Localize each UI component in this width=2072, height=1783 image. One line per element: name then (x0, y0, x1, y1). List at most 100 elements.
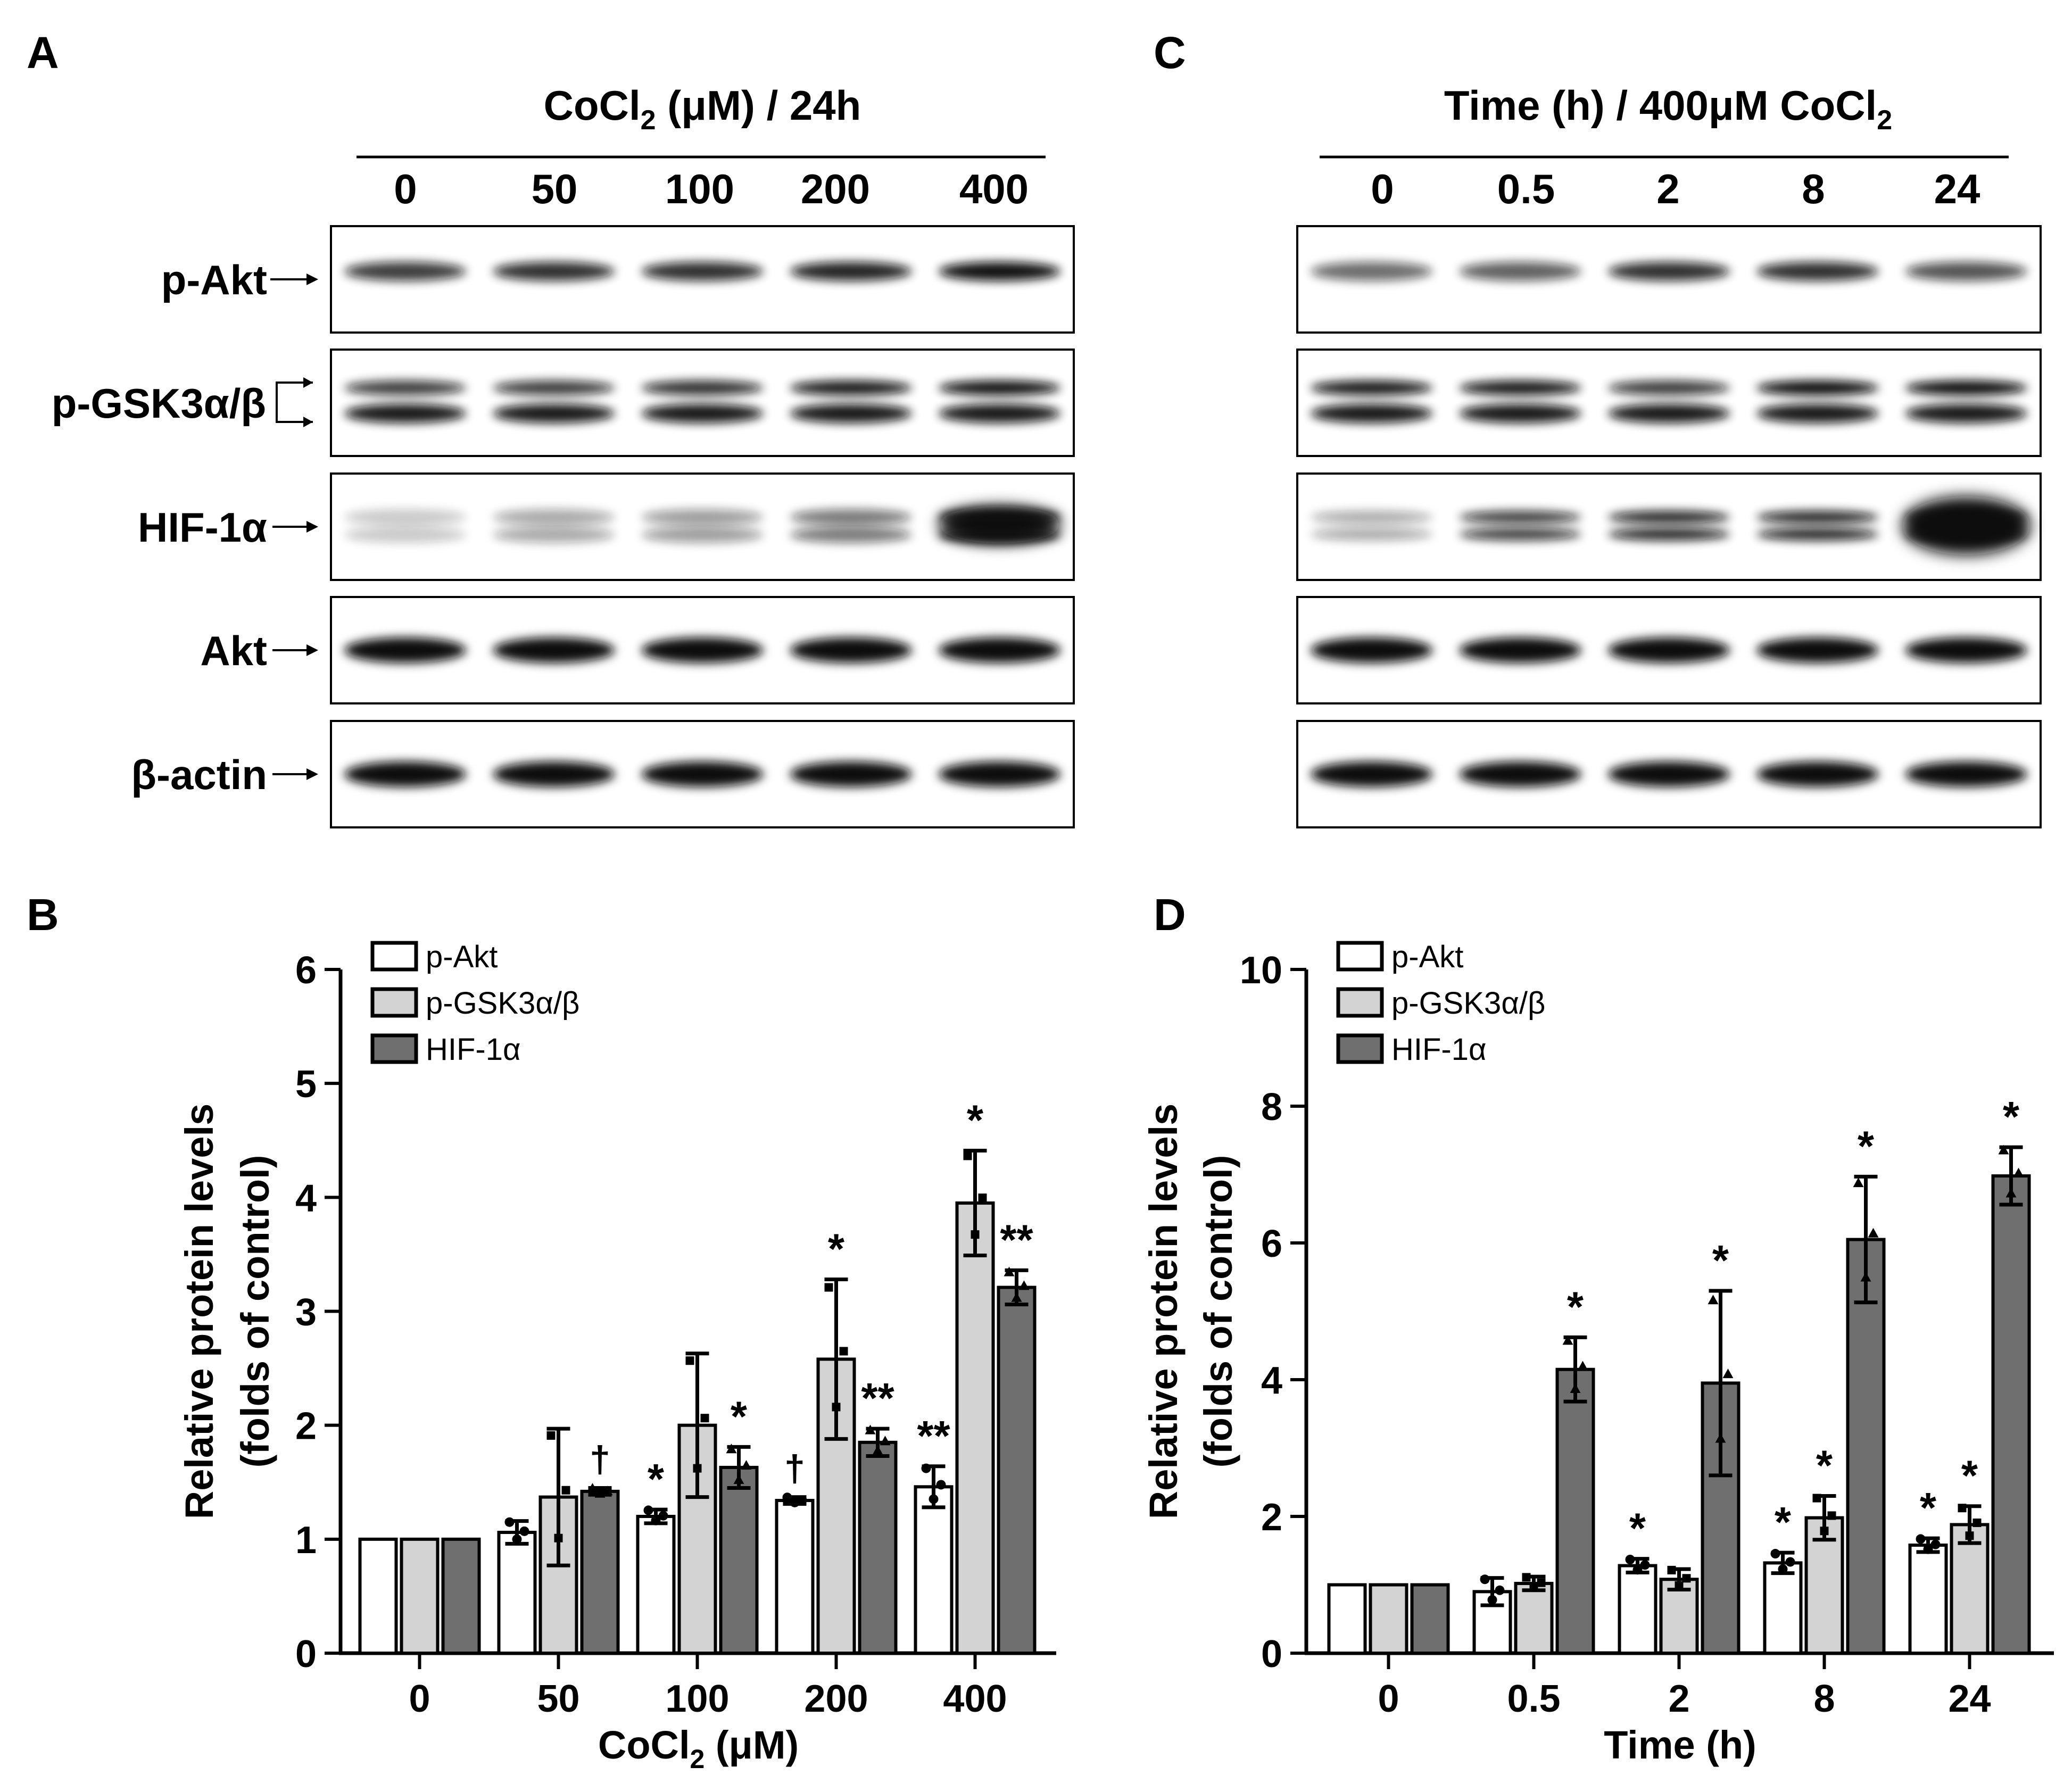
blot-band (493, 380, 615, 395)
blot-band (344, 761, 467, 787)
data-point (1529, 1583, 1538, 1592)
data-point (1487, 1595, 1497, 1605)
x-tick-label: 400 (943, 1678, 1007, 1720)
blot-band (938, 506, 1060, 543)
bar (1991, 1174, 2031, 1655)
blot-band (938, 404, 1060, 423)
data-point (1778, 1564, 1788, 1574)
data-point (1577, 1361, 1588, 1371)
x-axis-label: CoCl2 (μM) (598, 1723, 799, 1774)
y-axis-label: (folds of control) (1196, 1155, 1240, 1468)
blot-band (1756, 528, 1879, 541)
data-point (1480, 1574, 1490, 1585)
blot-band (1459, 511, 1581, 524)
blot-band (1459, 528, 1581, 541)
blot-band (938, 380, 1060, 395)
blot-band (1756, 761, 1879, 787)
bar (1763, 1561, 1803, 1655)
bar (441, 1537, 481, 1655)
panel-c: C Time (h) / 400μM CoCl2 0 0.5 2 8 24 (1154, 28, 2042, 828)
data-point (872, 1445, 883, 1455)
y-tick-label: 2 (1261, 1496, 1282, 1539)
data-point (2013, 1167, 2024, 1177)
blot-band (1905, 262, 2027, 281)
data-point (1827, 1511, 1836, 1520)
data-point (658, 1511, 668, 1521)
data-point (1965, 1531, 1974, 1540)
data-point (1715, 1433, 1726, 1443)
data-point (921, 1463, 931, 1473)
blot-band (1311, 761, 1433, 787)
data-point (1923, 1544, 1933, 1554)
blot-band (344, 404, 467, 423)
bar (997, 1286, 1037, 1655)
y-tick-label: 4 (1261, 1359, 1282, 1402)
blot-band (1459, 637, 1581, 663)
bar (914, 1485, 954, 1655)
data-point (797, 1495, 807, 1505)
panel-a-header-main: CoCl (544, 82, 641, 129)
legend-label: HIF-1α (1391, 1032, 1487, 1067)
data-point (561, 1486, 570, 1495)
x-tick-label: 100 (665, 1678, 729, 1720)
significance-mark: * (2003, 1093, 2020, 1140)
data-point (554, 1533, 563, 1542)
legend-label: p-GSK3α/β (426, 986, 579, 1021)
blot-band (1905, 637, 2027, 663)
data-point (512, 1534, 522, 1544)
blot-band (1607, 380, 1730, 395)
legend-swatch (370, 1033, 418, 1064)
data-point (963, 1151, 972, 1160)
blot-band (641, 404, 764, 423)
y-tick-label: 1 (295, 1519, 317, 1562)
bar (719, 1465, 759, 1655)
legend-swatch (370, 941, 418, 972)
arrow-head (306, 644, 318, 656)
significance-mark: † (784, 1448, 805, 1489)
blot-band (493, 509, 615, 525)
panel-a-letter: A (27, 28, 59, 78)
y-tick-label: 3 (295, 1291, 317, 1334)
data-point (504, 1517, 515, 1527)
legend-label: p-Akt (426, 940, 498, 974)
panel-a-blots (330, 225, 1075, 828)
data-point (1972, 1518, 1982, 1527)
bar (955, 1201, 995, 1655)
lane-label: 0 (394, 165, 417, 212)
blot-band (790, 637, 912, 663)
blot-band (1905, 380, 2027, 395)
blot-band (493, 761, 615, 787)
blot-band (1607, 637, 1730, 663)
blot-band (344, 637, 467, 663)
data-point (1675, 1581, 1684, 1590)
bar (497, 1530, 537, 1655)
blot-band (1459, 761, 1581, 787)
data-point (1860, 1272, 1871, 1282)
blot-band (1756, 511, 1879, 524)
panel-a-header-tail: (μM) / 24h (656, 82, 861, 129)
data-point (587, 1483, 598, 1493)
bar (1369, 1583, 1408, 1655)
blot-band (493, 262, 615, 281)
panel-a: A CoCl2 (μM) / 24h 0 50 100 200 400 p-Akt p-G… (27, 28, 1075, 828)
bar (636, 1515, 676, 1655)
bar (1846, 1238, 1886, 1655)
x-axis-label-main: CoCl (598, 1723, 690, 1767)
bar (1908, 1543, 1948, 1655)
y-tick-label: 10 (1240, 949, 1282, 992)
protein-label: HIF-1α (138, 504, 267, 551)
blot-band (1311, 511, 1433, 524)
y-tick-label: 5 (295, 1063, 317, 1106)
legend-swatch (1336, 987, 1384, 1018)
y-tick-label: 0 (295, 1633, 317, 1676)
blot-band (641, 380, 764, 395)
panel-a-header: CoCl2 (μM) / 24h (544, 82, 861, 136)
data-point (651, 1515, 661, 1525)
arrow-head (303, 417, 313, 427)
lane-label: 2 (1656, 165, 1679, 212)
data-point (865, 1424, 876, 1434)
blot-band (1607, 761, 1730, 787)
x-tick-label: 0.5 (1507, 1678, 1560, 1720)
panel-c-letter: C (1154, 28, 1186, 78)
blot-band (344, 262, 467, 281)
